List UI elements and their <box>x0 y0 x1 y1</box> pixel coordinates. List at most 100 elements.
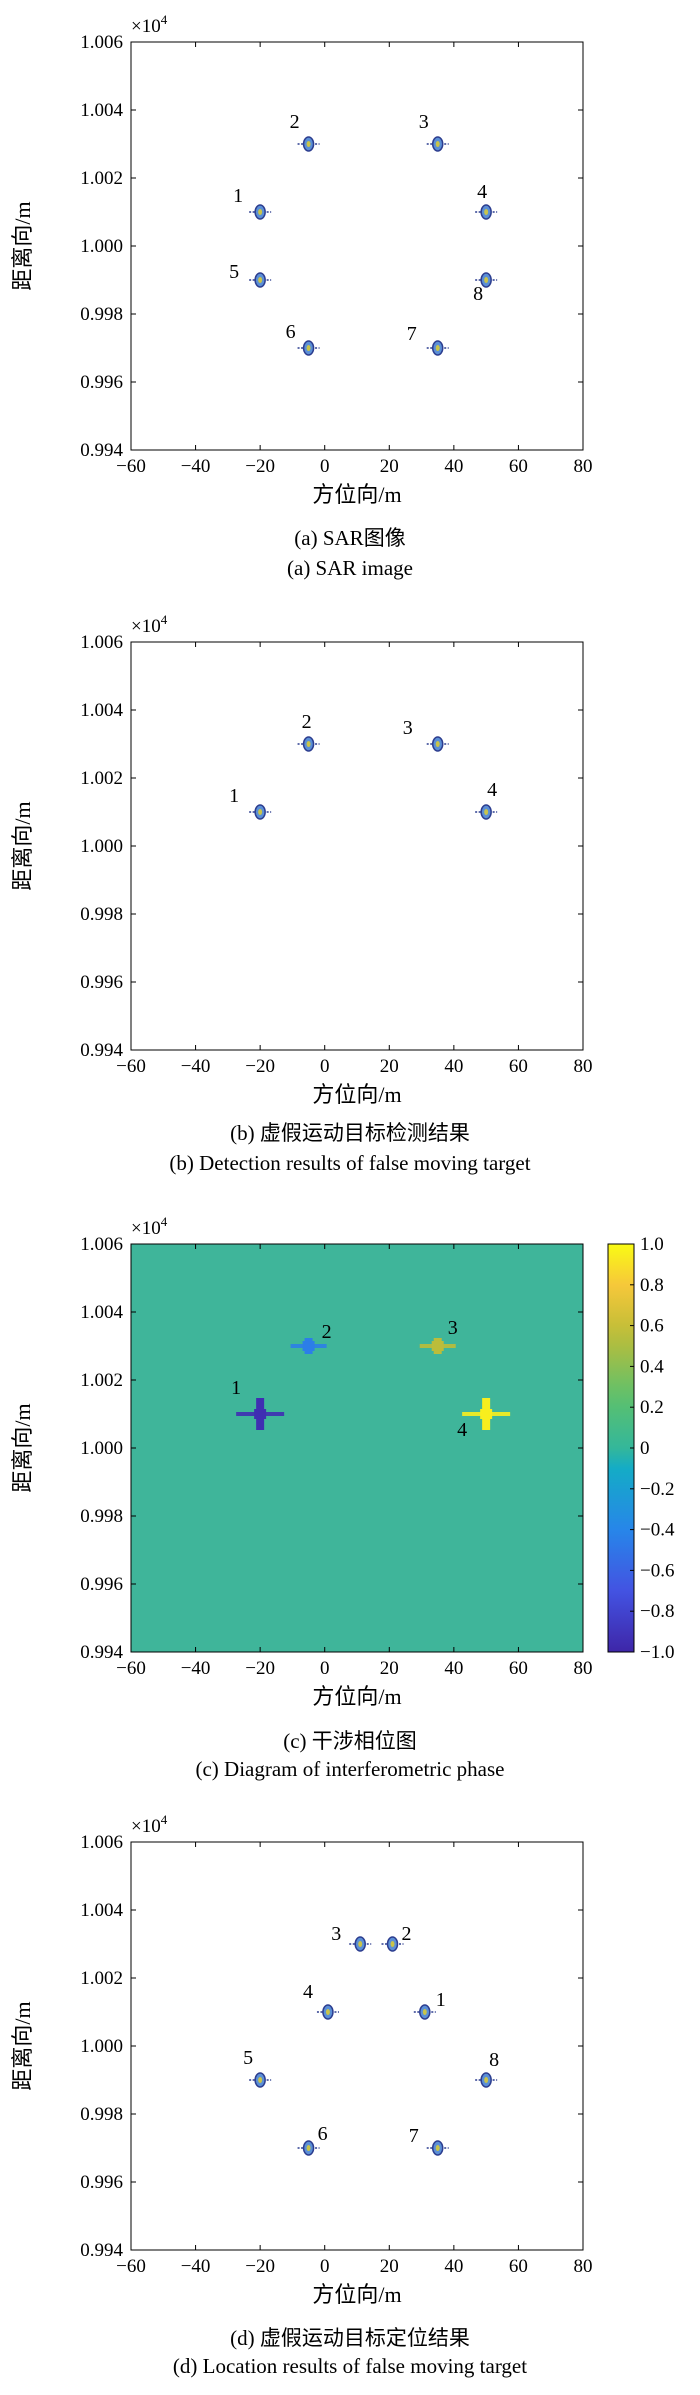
point-label: 1 <box>436 1989 446 2011</box>
y-tick-label: 1.000 <box>80 836 123 857</box>
y-tick-label: 1.002 <box>80 168 123 189</box>
target-core <box>306 2145 311 2151</box>
point-label: 3 <box>448 1317 458 1339</box>
x-tick-label: 40 <box>444 456 463 477</box>
x-tick-label: 40 <box>444 1658 463 1679</box>
caption-chinese: (d) 虚假运动目标定位结果 <box>230 2326 470 2350</box>
y-tick-label: 1.004 <box>80 700 123 721</box>
target-core <box>358 1941 363 1947</box>
y-tick-label: 1.002 <box>80 1968 123 1989</box>
x-tick-label: 0 <box>320 456 330 477</box>
point-label: 7 <box>409 2125 419 2147</box>
x-tick-label: 0 <box>320 1056 330 1077</box>
x-tick-label: −60 <box>116 2256 146 2277</box>
phase-target-core <box>302 1341 315 1351</box>
y-axis-exponent-power: 4 <box>161 612 168 627</box>
x-tick-label: 80 <box>574 1658 593 1679</box>
y-tick-label: 0.994 <box>80 1642 123 1663</box>
y-tick-label: 0.994 <box>80 1040 123 1061</box>
x-tick-label: 0 <box>320 1658 330 1679</box>
colorbar-tick-label: −0.6 <box>640 1560 674 1581</box>
point-label: 3 <box>331 1923 341 1945</box>
target-core <box>484 209 489 215</box>
plot-area <box>130 1841 584 2251</box>
y-tick-label: 0.994 <box>80 440 123 461</box>
x-tick-label: 0 <box>320 2256 330 2277</box>
y-axis-exponent: ×104 <box>131 1812 168 1837</box>
x-tick-label: −20 <box>245 2256 275 2277</box>
x-tick-label: −20 <box>245 1658 275 1679</box>
y-tick-label: 0.998 <box>80 904 123 925</box>
x-tick-label: 60 <box>509 1056 528 1077</box>
x-tick-label: −60 <box>116 1658 146 1679</box>
caption-english: (b) Detection results of false moving ta… <box>169 1151 530 1175</box>
point-label: 1 <box>231 1377 241 1399</box>
y-axis-label: 距离向/m <box>10 1403 35 1492</box>
phase-target-core <box>480 1409 493 1419</box>
y-tick-label: 1.004 <box>80 1900 123 1921</box>
x-tick-label: 40 <box>444 1056 463 1077</box>
target-core <box>484 2077 489 2083</box>
x-tick-label: 20 <box>380 1658 399 1679</box>
y-tick-label: 0.998 <box>80 304 123 325</box>
caption-chinese: (b) 虚假运动目标检测结果 <box>230 1121 470 1145</box>
colorbar-tick-label: −0.2 <box>640 1479 674 1500</box>
x-axis-label: 方位向/m <box>312 2282 401 2307</box>
caption-english: (d) Location results of false moving tar… <box>173 2354 527 2378</box>
y-axis-exponent-power: 4 <box>161 12 168 27</box>
y-tick-label: 1.000 <box>80 236 123 257</box>
y-tick-label: 0.994 <box>80 2240 123 2261</box>
caption-chinese: (c) 干涉相位图 <box>283 1729 417 1753</box>
plot-area <box>130 1243 584 1653</box>
y-tick-label: 0.996 <box>80 1574 123 1595</box>
colorbar-tick-label: −0.4 <box>640 1520 675 1541</box>
phase-target-core <box>431 1341 444 1351</box>
colorbar-tick-label: 0.4 <box>640 1356 664 1377</box>
y-axis-exponent: ×104 <box>131 612 168 637</box>
x-tick-label: 60 <box>509 456 528 477</box>
chart-panel-a: −60 −40 −20 0 20 40 60 80 0.994 0.996 0.998 1.000 1.… <box>10 12 593 580</box>
y-axis-exponent-power: 4 <box>161 1214 168 1229</box>
caption-chinese: (a) SAR图像 <box>294 526 405 550</box>
y-tick-label: 1.004 <box>80 100 123 121</box>
target-core <box>258 809 263 815</box>
x-tick-label: −40 <box>181 2256 211 2277</box>
target-core <box>422 2009 427 2015</box>
target-core <box>484 277 489 283</box>
x-tick-label: 20 <box>380 456 399 477</box>
caption-english: (a) SAR image <box>287 556 413 580</box>
point-label: 4 <box>487 779 497 801</box>
point-label: 2 <box>302 711 312 733</box>
target-core <box>258 2077 263 2083</box>
x-axis-label: 方位向/m <box>312 1684 401 1709</box>
target-core <box>435 2145 440 2151</box>
plot-area <box>130 41 584 451</box>
x-tick-label: 80 <box>574 2256 593 2277</box>
point-label: 6 <box>318 2123 328 2145</box>
point-label: 5 <box>229 261 239 283</box>
point-label: 2 <box>402 1923 412 1945</box>
y-tick-label: 0.996 <box>80 972 123 993</box>
y-tick-label: 1.000 <box>80 1438 123 1459</box>
y-tick-label: 1.002 <box>80 1370 123 1391</box>
colorbar-tick-label: 0 <box>640 1438 650 1459</box>
x-tick-label: −40 <box>181 1056 211 1077</box>
point-label: 8 <box>489 2049 499 2071</box>
y-tick-label: 1.006 <box>80 32 123 53</box>
y-tick-label: 0.996 <box>80 372 123 393</box>
point-label: 2 <box>290 111 300 133</box>
point-label: 3 <box>403 717 413 739</box>
y-tick-label: 0.998 <box>80 2104 123 2125</box>
y-axis-label: 距离向/m <box>10 201 35 290</box>
point-label: 2 <box>322 1321 332 1343</box>
target-core <box>435 741 440 747</box>
point-label: 4 <box>457 1419 467 1441</box>
colorbar-tick-label: 0.6 <box>640 1316 664 1337</box>
phase-target-core <box>254 1409 267 1419</box>
x-tick-label: 60 <box>509 1658 528 1679</box>
target-core <box>325 2009 330 2015</box>
y-tick-label: 1.002 <box>80 768 123 789</box>
colorbar-tick-label: −0.8 <box>640 1601 674 1622</box>
y-tick-label: 0.996 <box>80 2172 123 2193</box>
